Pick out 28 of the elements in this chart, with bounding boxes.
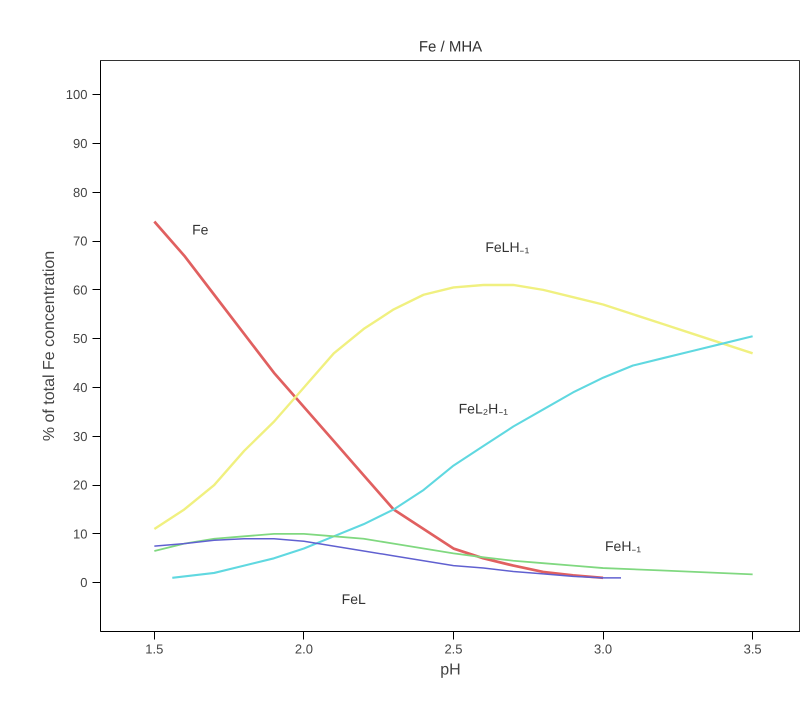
y-tick-label: 100 [66, 87, 88, 102]
x-tick-label: 2.0 [294, 642, 313, 656]
annotation: Fe [192, 222, 209, 238]
x-tick-label: 1.5 [145, 642, 164, 656]
y-tick-label: 70 [73, 234, 88, 249]
x-axis-title: pH [440, 662, 461, 678]
y-tick-label: 20 [73, 478, 88, 493]
annotation: FeH₋₁ [604, 538, 642, 554]
line-series [153, 284, 754, 530]
y-tick-label: 90 [73, 136, 88, 151]
line-series [153, 532, 754, 576]
line-series [152, 220, 604, 580]
y-tick-label: 60 [73, 282, 88, 298]
annotation: FeL₂H₋₁ [458, 400, 508, 417]
x-tick-label: 3.0 [594, 642, 612, 656]
y-tick-label: 40 [73, 380, 88, 395]
annotation: FeLH₋₁ [485, 238, 530, 255]
annotation: FeL [342, 590, 366, 607]
chart-title: Fe / MHA [418, 38, 482, 56]
y-axis-title: % of total Fe concentration [40, 250, 58, 442]
y-tick-label: 30 [73, 428, 88, 444]
y-tick-label: 80 [73, 184, 88, 200]
x-tick-label: 2.5 [444, 642, 463, 656]
line-series [171, 335, 754, 579]
x-tick-label: 3.5 [744, 642, 762, 656]
y-tick-label: 10 [73, 526, 88, 542]
y-tick-label: 0 [80, 575, 88, 590]
y-tick-label: 50 [73, 331, 88, 346]
